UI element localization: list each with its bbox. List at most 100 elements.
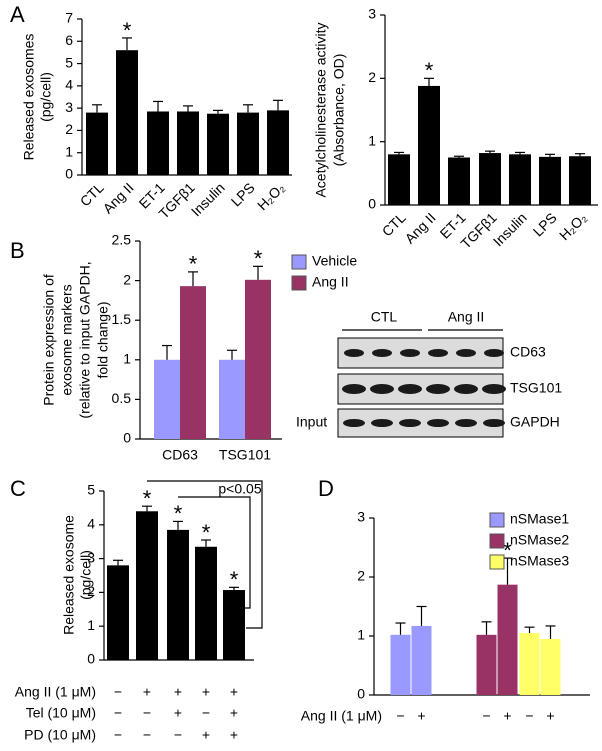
treatment-mark: + bbox=[174, 705, 182, 721]
bar bbox=[195, 546, 217, 660]
blot-group-label: CTL bbox=[371, 309, 398, 325]
x-tick-label: CD63 bbox=[162, 447, 198, 463]
blot-band bbox=[426, 384, 450, 394]
treatment-mark: + bbox=[143, 684, 151, 700]
blot-band bbox=[454, 384, 478, 394]
y-tick-label: 0 bbox=[87, 651, 95, 667]
blot-band bbox=[371, 419, 393, 427]
y-tick-label: 5 bbox=[87, 482, 95, 498]
bar bbox=[267, 110, 289, 175]
significance-star: * bbox=[189, 252, 198, 277]
y-tick-label: 2 bbox=[368, 69, 376, 85]
legend-label: Ang II bbox=[312, 274, 349, 290]
western-blot: CTL Ang II CD63 TSG101 GAPDH Input bbox=[296, 309, 562, 438]
bar bbox=[539, 156, 561, 205]
bar bbox=[136, 511, 158, 660]
bar bbox=[448, 157, 470, 205]
y-tick-label: 1 bbox=[65, 143, 73, 159]
bar bbox=[147, 111, 169, 175]
panel-label: C bbox=[10, 476, 26, 501]
y-tick-label: 4 bbox=[65, 77, 73, 93]
y-tick-label: 2.5 bbox=[112, 232, 132, 248]
treatment-label: Tel (10 μM) bbox=[26, 705, 96, 721]
y-axis-label: (pg/cell) bbox=[38, 72, 54, 122]
y-tick-label: 4 bbox=[87, 516, 95, 532]
blot-band bbox=[344, 349, 364, 357]
y-axis-label: (pg/cell) bbox=[78, 550, 94, 600]
y-tick-label: 1 bbox=[357, 627, 365, 643]
blot-group-label: Ang II bbox=[448, 309, 485, 325]
legend-swatch bbox=[291, 275, 307, 291]
legend-label: Vehicle bbox=[312, 253, 357, 269]
bar bbox=[223, 590, 245, 660]
blot-band bbox=[398, 384, 422, 394]
x-tick-label: H₂O₂ bbox=[556, 209, 590, 243]
significance-star: * bbox=[425, 58, 434, 83]
blot-band bbox=[372, 349, 392, 357]
x-tick-label: Insulin bbox=[188, 179, 228, 219]
blot-row-label: TSG101 bbox=[510, 380, 562, 396]
significance-star: * bbox=[230, 567, 239, 592]
y-tick-label: 0 bbox=[368, 196, 376, 212]
y-tick-label: 1.5 bbox=[112, 311, 132, 327]
bar bbox=[237, 112, 259, 175]
bar bbox=[180, 286, 206, 439]
blot-band bbox=[428, 349, 448, 357]
blot-band bbox=[370, 384, 394, 394]
y-tick-label: 0 bbox=[123, 430, 131, 446]
blot-band bbox=[484, 349, 504, 357]
blot-band bbox=[399, 419, 421, 427]
legend-swatch bbox=[489, 512, 505, 528]
treatment-mark: + bbox=[202, 684, 210, 700]
significance-star: * bbox=[254, 246, 263, 271]
y-tick-label: 0 bbox=[65, 166, 73, 182]
bar bbox=[540, 638, 561, 695]
bar bbox=[107, 565, 129, 660]
x-tick-label: + bbox=[417, 708, 425, 724]
treatment-mark: + bbox=[230, 684, 238, 700]
treatment-mark: − bbox=[114, 705, 122, 721]
y-tick-label: 0 bbox=[357, 686, 365, 702]
y-axis-label: Released exosomes bbox=[21, 34, 37, 161]
treatment-mark: + bbox=[230, 727, 238, 743]
significance-star: * bbox=[143, 486, 152, 511]
treatment-mark: − bbox=[143, 705, 151, 721]
y-tick-label: 2 bbox=[123, 271, 131, 287]
bar bbox=[177, 111, 199, 175]
bar bbox=[116, 50, 138, 176]
x-tick-label: H₂O₂ bbox=[254, 179, 288, 213]
blot-band bbox=[400, 349, 420, 357]
treatment-mark: + bbox=[230, 705, 238, 721]
legend-label: nSMase1 bbox=[510, 511, 569, 527]
y-tick-label: 3 bbox=[368, 6, 376, 22]
bar bbox=[245, 279, 271, 439]
x-tick-label: Ang II bbox=[100, 179, 137, 216]
bar bbox=[509, 154, 531, 205]
blot-band bbox=[482, 384, 506, 394]
significance-annotation: p<0.05 bbox=[218, 481, 261, 497]
significance-star: * bbox=[202, 520, 211, 545]
bar bbox=[476, 634, 497, 695]
blot-band bbox=[456, 349, 476, 357]
bar bbox=[167, 529, 189, 660]
y-tick-label: 3 bbox=[87, 549, 95, 565]
blot-input-label: Input bbox=[296, 414, 327, 430]
y-axis-label: exosome markers bbox=[59, 284, 75, 395]
x-tick-label: TSG101 bbox=[219, 447, 271, 463]
legend-label: nSMase2 bbox=[510, 532, 569, 548]
y-tick-label: 3 bbox=[65, 99, 73, 115]
significance-bracket bbox=[147, 480, 263, 629]
legend-swatch bbox=[291, 254, 307, 270]
blot-band bbox=[342, 384, 366, 394]
y-axis-label: Acetylcholinesterase activity bbox=[313, 22, 329, 197]
treatment-mark: − bbox=[143, 727, 151, 743]
bar bbox=[519, 633, 540, 695]
y-tick-label: 6 bbox=[65, 32, 73, 48]
blot-row-label: CD63 bbox=[510, 344, 546, 360]
y-tick-label: 1 bbox=[368, 132, 376, 148]
y-axis-label: (relative to input GAPDH, bbox=[77, 261, 93, 418]
x-tick-label: Ang II bbox=[402, 209, 439, 246]
y-axis-label: Released exosome bbox=[61, 515, 77, 635]
